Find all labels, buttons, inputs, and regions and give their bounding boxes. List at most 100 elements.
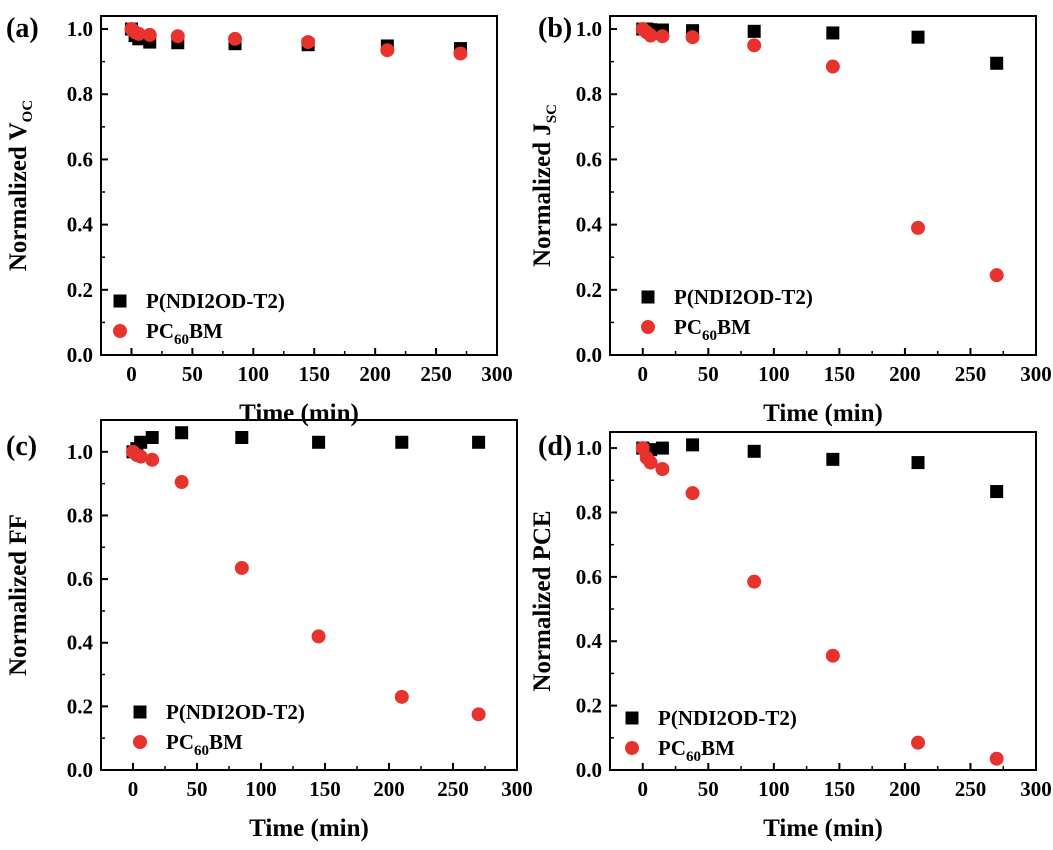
- data-point-square: [990, 485, 1004, 499]
- series-2: [124, 22, 468, 61]
- panel-label: (a): [6, 13, 39, 44]
- data-point-square: [395, 435, 409, 449]
- y-tick-label: 0.0: [67, 343, 93, 367]
- x-tick-label: 100: [238, 362, 270, 386]
- data-point-square: [911, 30, 925, 44]
- x-tick-label: 300: [1020, 362, 1052, 386]
- legend-marker: [625, 741, 639, 755]
- series-1: [636, 22, 1004, 70]
- y-tick-label: 0.6: [576, 147, 602, 171]
- x-tick-label: 0: [638, 362, 649, 386]
- y-tick-label: 1.0: [67, 17, 93, 41]
- x-tick-label: 150: [309, 777, 341, 801]
- y-tick-label: 0.0: [576, 343, 602, 367]
- x-tick-label: 150: [824, 777, 856, 801]
- y-tick-label: 0.8: [576, 500, 602, 524]
- legend-marker: [641, 320, 655, 334]
- plot-frame: [609, 431, 1037, 771]
- data-point-circle: [145, 452, 160, 467]
- x-tick-label: 200: [889, 362, 921, 386]
- legend-label-main: P(NDI2OD-T2): [166, 700, 305, 724]
- legend-label: PC60BM: [166, 730, 243, 759]
- legend-label-main: P(NDI2OD-T2): [146, 289, 285, 313]
- data-point-circle: [228, 31, 243, 46]
- y-tick-label: 0.4: [67, 631, 94, 655]
- legend-label-suffix: BM: [717, 315, 751, 339]
- panel-label: (d): [538, 431, 572, 462]
- data-point-square: [747, 444, 761, 458]
- y-tick-label: 0.0: [67, 758, 93, 782]
- data-point-square: [134, 435, 148, 449]
- data-point-circle: [133, 449, 148, 464]
- x-tick-label: 300: [501, 777, 533, 801]
- x-tick-label: 150: [298, 362, 330, 386]
- data-point-circle: [234, 560, 249, 575]
- y-axis-label: Normalized FF: [5, 514, 32, 676]
- chart-panel-3: 0 50 100 150 200 250 300 0.0 0.2 0.4 0.6 0.8 1.0 Time…: [5, 419, 533, 842]
- x-axis-label: Time (min): [763, 400, 883, 427]
- y-axis-label: Normalized VOC: [5, 100, 36, 271]
- x-tick-label: 300: [481, 362, 513, 386]
- x-tick-label: 100: [758, 362, 790, 386]
- x-tick-label: 50: [187, 777, 208, 801]
- data-point-square: [472, 435, 486, 449]
- y-tick-label: 0.2: [67, 694, 93, 718]
- data-point-circle: [825, 648, 840, 663]
- data-point-circle: [471, 707, 486, 722]
- data-point-square: [312, 435, 326, 449]
- data-point-square: [826, 452, 840, 466]
- plot-frame: [100, 419, 518, 771]
- legend-label: P(NDI2OD-T2): [674, 285, 813, 309]
- legend-label: P(NDI2OD-T2): [658, 706, 797, 730]
- data-point-circle: [685, 30, 700, 45]
- x-tick-label: 0: [128, 777, 139, 801]
- data-point-circle: [453, 46, 468, 61]
- legend-marker: [641, 290, 655, 304]
- y-tick-label: 0.6: [67, 147, 93, 171]
- data-point-circle: [380, 43, 395, 58]
- x-tick-label: 250: [437, 777, 469, 801]
- legend-marker: [133, 705, 147, 719]
- data-point-circle: [989, 268, 1004, 283]
- y-tick-label: 0.0: [576, 758, 602, 782]
- data-point-circle: [911, 735, 926, 750]
- y-tick-label: 0.6: [67, 567, 93, 591]
- y-tick-label: 0.4: [67, 213, 94, 237]
- x-tick-label: 250: [955, 362, 987, 386]
- data-point-square: [990, 56, 1004, 70]
- y-axis-label-subscript: SC: [544, 104, 560, 123]
- legend-marker: [133, 735, 147, 749]
- series-1: [126, 426, 486, 459]
- legend-label-main: PC: [674, 315, 702, 339]
- data-point-square: [235, 431, 249, 444]
- y-tick-label: 0.4: [576, 213, 603, 237]
- y-tick-label: 1.0: [67, 440, 93, 464]
- data-point-circle: [989, 751, 1004, 766]
- y-tick-label: 0.4: [576, 629, 603, 653]
- x-tick-label: 50: [182, 362, 203, 386]
- data-point-square: [686, 438, 700, 452]
- legend-label-main: PC: [146, 319, 174, 343]
- legend-label: PC60BM: [674, 315, 751, 344]
- data-point-circle: [655, 29, 670, 44]
- data-point-square: [826, 26, 840, 40]
- series-2: [635, 441, 1004, 766]
- legend-marker: [113, 324, 127, 338]
- data-point-circle: [170, 29, 185, 44]
- y-tick-label: 1.0: [576, 17, 602, 41]
- legend-label-main: PC: [658, 736, 686, 760]
- y-tick-label: 0.8: [67, 82, 93, 106]
- data-point-square: [175, 426, 189, 440]
- x-tick-label: 100: [245, 777, 277, 801]
- x-tick-label: 200: [889, 777, 921, 801]
- x-tick-label: 100: [758, 777, 790, 801]
- legend-label-suffix: BM: [209, 730, 243, 754]
- x-axis-label: Time (min): [763, 815, 883, 842]
- data-point-circle: [747, 38, 762, 53]
- chart-panel-1: 0 50 100 150 200 250 300 0.0 0.2 0.4 0.6 0.8 1.0 Time…: [5, 13, 513, 427]
- x-tick-label: 0: [126, 362, 137, 386]
- y-axis-label: Normalized JSC: [529, 104, 560, 267]
- y-tick-label: 0.2: [576, 694, 602, 718]
